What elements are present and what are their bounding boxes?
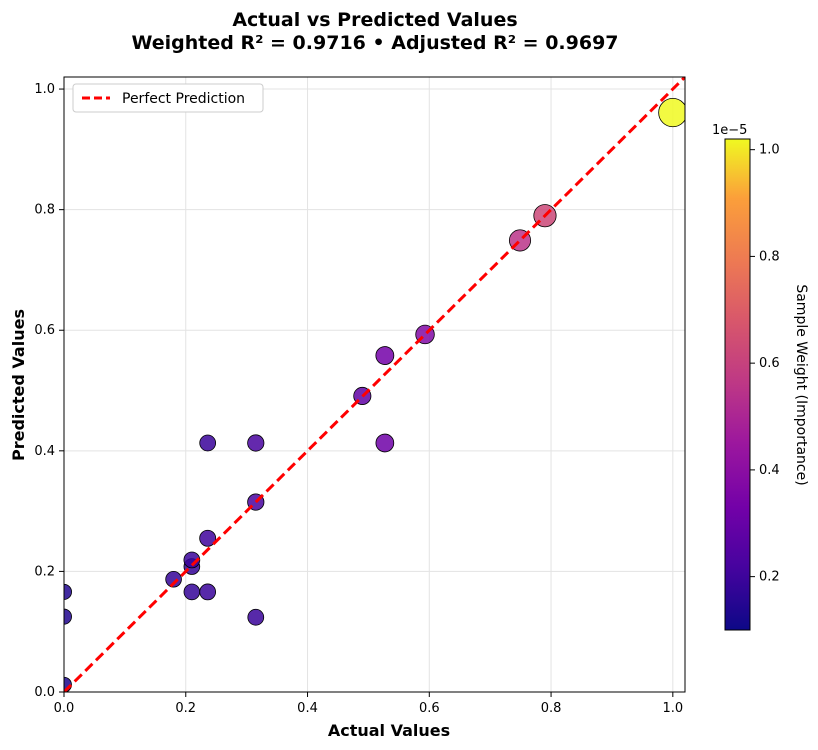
data-point xyxy=(199,529,217,547)
data-point xyxy=(64,608,72,625)
data-point xyxy=(199,434,217,452)
data-point xyxy=(183,551,201,569)
colorbar-tick-label: 1.0 xyxy=(759,143,780,158)
data-point xyxy=(375,346,395,365)
data-point xyxy=(658,97,685,128)
y-tick-label: 1.0 xyxy=(34,82,55,97)
colorbar-gradient xyxy=(724,138,751,631)
colorbar-tick-label: 0.2 xyxy=(759,570,780,585)
plot-frame xyxy=(63,76,686,693)
y-tick-label: 0.4 xyxy=(34,444,55,459)
colorbar-scale-note: 1e−5 xyxy=(712,123,747,138)
x-tick-label: 0.6 xyxy=(419,701,440,716)
legend-label: Perfect Prediction xyxy=(122,91,245,107)
colorbar-label: Sample Weight (Importance) xyxy=(793,284,809,485)
x-axis-ticks: 0.0 0.2 0.4 0.6 0.8 1.0 xyxy=(54,692,683,716)
x-tick-label: 0.4 xyxy=(297,701,318,716)
x-tick-label: 0.8 xyxy=(541,701,562,716)
y-tick-label: 0.6 xyxy=(34,323,55,338)
legend: Perfect Prediction xyxy=(72,83,264,113)
colorbar-ticks: 0.2 0.4 0.6 0.8 1.0 xyxy=(750,143,780,585)
y-axis-label: Predicted Values xyxy=(9,309,28,461)
data-point xyxy=(165,570,182,588)
perfect-prediction-line xyxy=(64,77,685,692)
colorbar-tick-label: 0.4 xyxy=(759,463,780,478)
data-point xyxy=(375,433,395,453)
legend-box xyxy=(72,83,264,113)
scatter-points xyxy=(64,97,685,692)
y-tick-label: 0.8 xyxy=(34,203,55,218)
colorbar: 1e−5 0.2 0.4 0.6 0.8 1.0 Sample Weight (Impo… xyxy=(712,123,809,631)
data-point xyxy=(199,583,217,601)
chart-title-line1: Actual vs Predicted Values xyxy=(232,9,517,31)
colorbar-tick-label: 0.6 xyxy=(759,356,780,371)
data-point xyxy=(247,434,265,452)
chart-title-line2: Weighted R² = 0.9716 • Adjusted R² = 0.9… xyxy=(131,32,618,54)
y-axis-ticks: 0.0 0.2 0.4 0.6 0.8 1.0 xyxy=(34,82,64,700)
x-tick-label: 1.0 xyxy=(662,701,683,716)
x-tick-label: 0.0 xyxy=(54,701,75,716)
x-tick-label: 0.2 xyxy=(175,701,196,716)
y-tick-label: 0.0 xyxy=(34,685,55,700)
colorbar-tick-label: 0.8 xyxy=(759,249,780,264)
x-axis-label: Actual Values xyxy=(328,721,450,740)
data-point xyxy=(247,608,265,626)
data-point xyxy=(64,583,72,600)
y-tick-label: 0.2 xyxy=(34,564,55,579)
data-point xyxy=(183,583,201,601)
